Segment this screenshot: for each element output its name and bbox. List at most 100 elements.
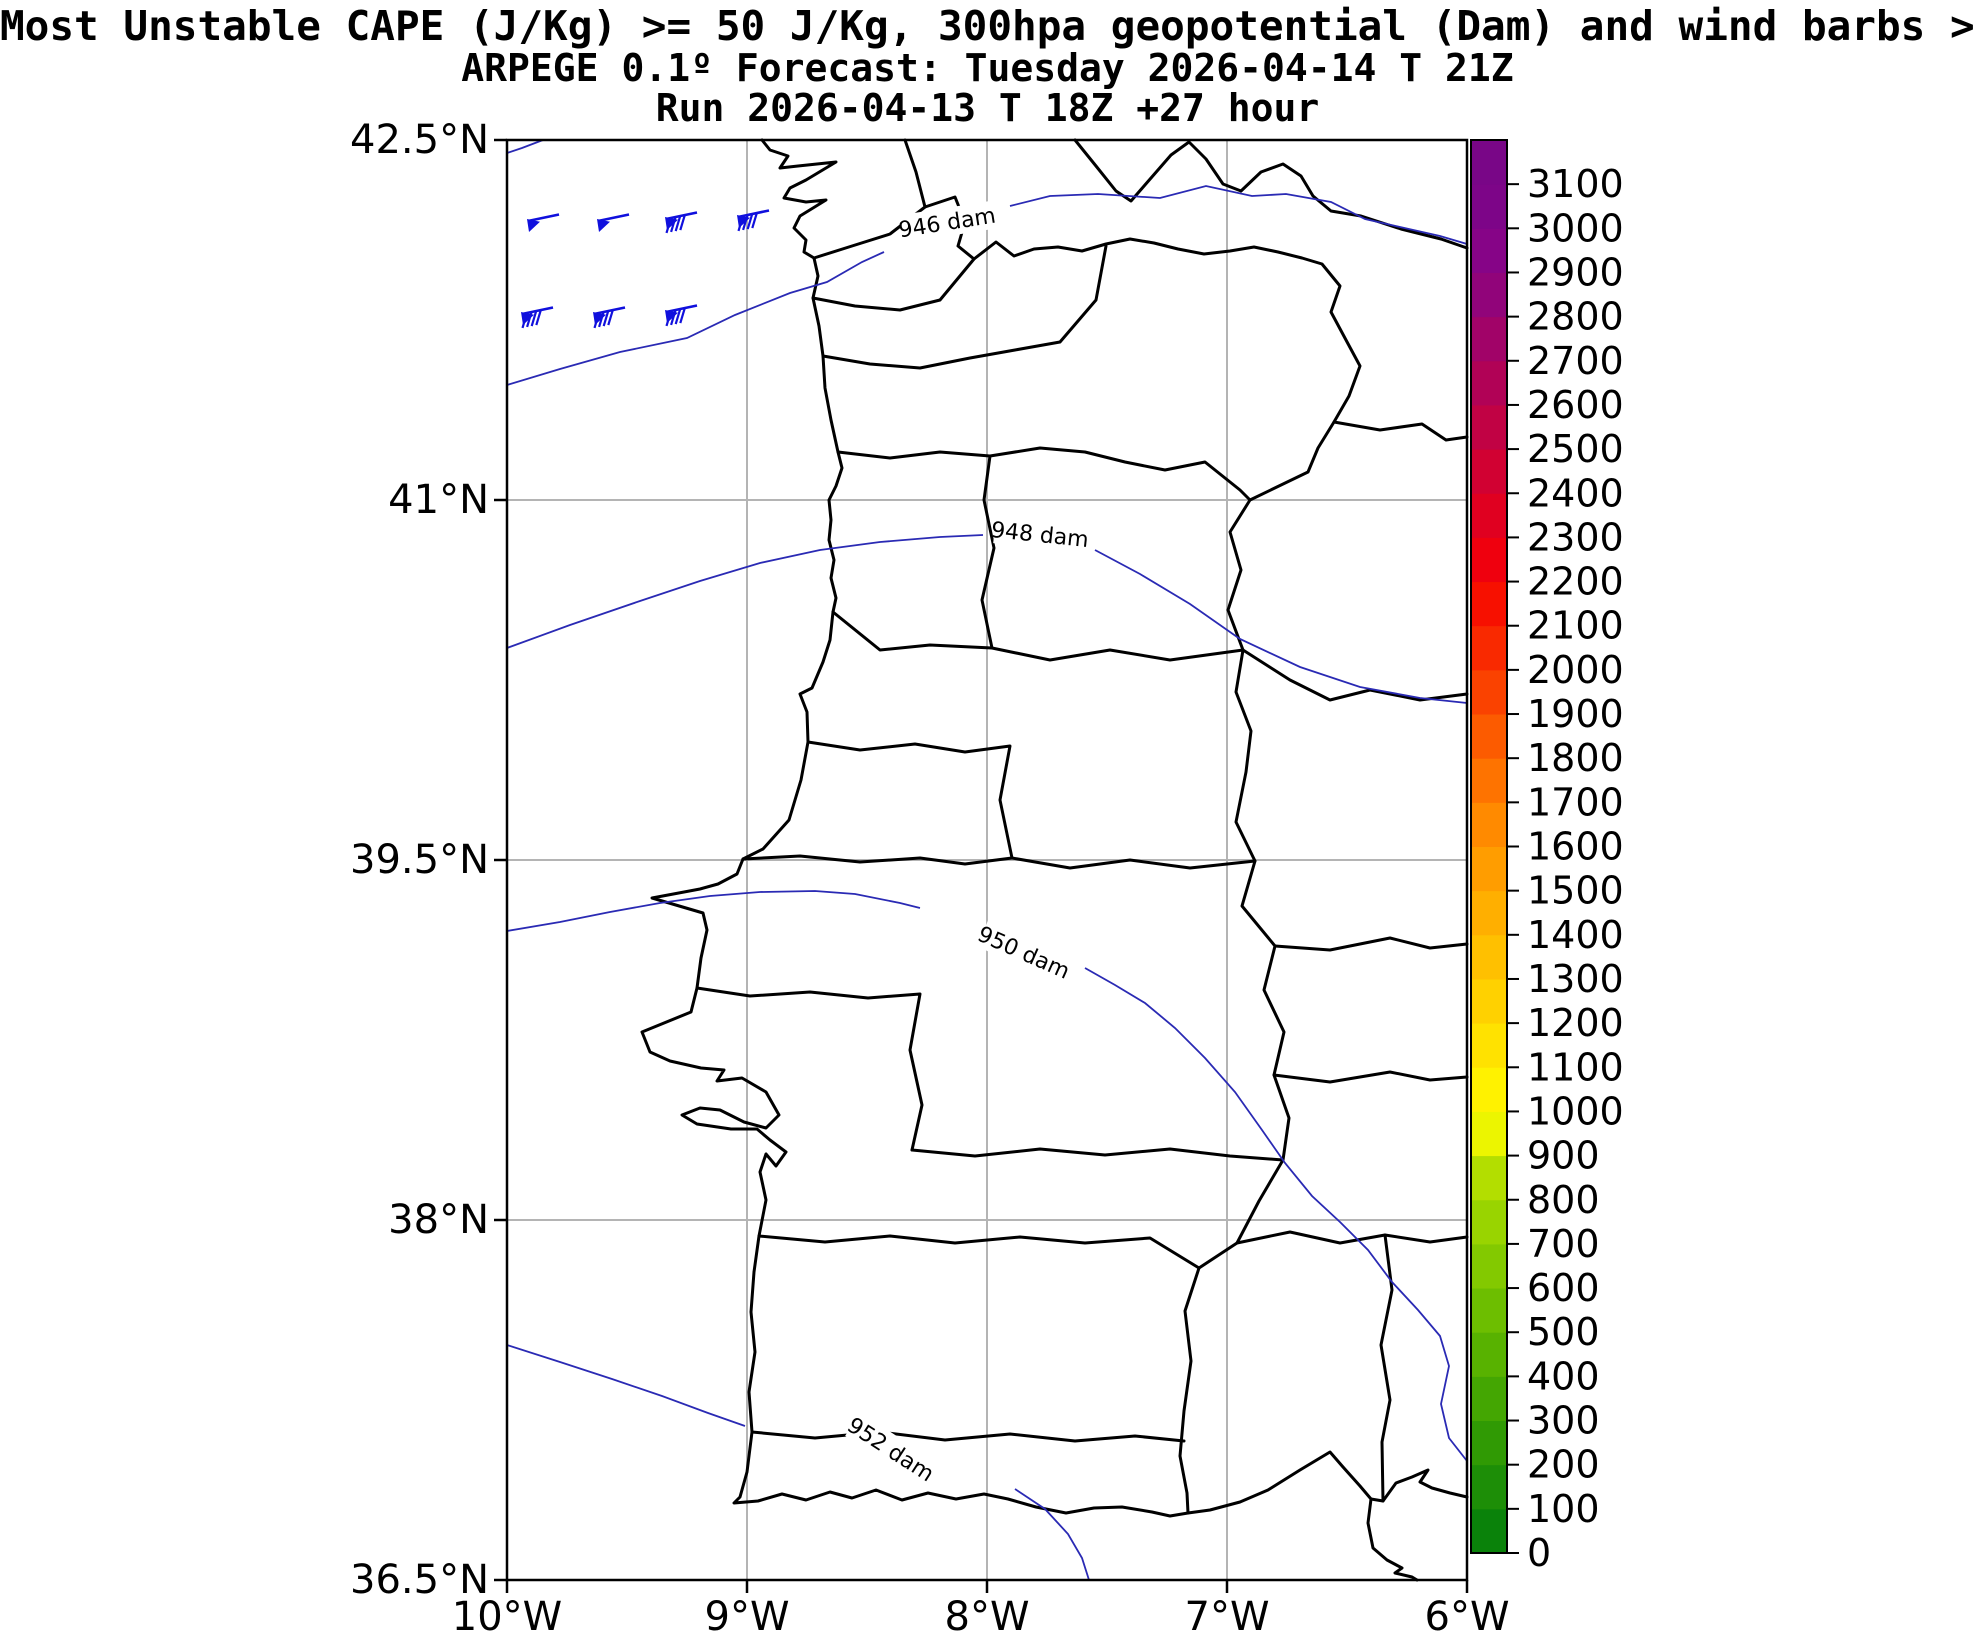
barb-staff xyxy=(597,213,630,223)
colorbar-segment xyxy=(1471,404,1507,450)
district-evora-beja xyxy=(757,1234,1201,1270)
district-castelo-branco xyxy=(1010,856,1257,870)
contour-line xyxy=(1009,185,1468,245)
barb-full-barb xyxy=(665,310,673,327)
chart-title: Most Unstable CAPE (J/Kg) >= 50 J/Kg, 30… xyxy=(0,2,1975,50)
colorbar-tick-label: 400 xyxy=(1527,1354,1600,1398)
colorbar-segment xyxy=(1471,713,1507,759)
colorbar-tick-label: 1000 xyxy=(1527,1089,1624,1133)
contour-line xyxy=(506,139,544,154)
barb-full-barb xyxy=(674,308,682,325)
barb-full-barb xyxy=(593,312,601,329)
contour-line xyxy=(506,534,984,649)
chart-subtitle-forecast: ARPEGE 0.1º Forecast: Tuesday 2026-04-14… xyxy=(461,46,1514,90)
colorbar-tick-label: 800 xyxy=(1527,1178,1600,1222)
colorbar-tick-label: 2600 xyxy=(1527,383,1624,427)
barb-staff xyxy=(737,209,770,219)
barb-staff xyxy=(521,306,554,316)
colorbar-segment xyxy=(1471,1243,1507,1289)
district-beja-algarve xyxy=(750,1430,1186,1443)
colorbar-segment xyxy=(1471,139,1507,185)
contour-label-mask xyxy=(899,201,995,243)
contour-line xyxy=(1084,967,1468,1462)
y-tick-label: 42.5°N xyxy=(350,117,489,163)
x-tick-label: 10°W xyxy=(452,1594,562,1640)
colorbar-segment xyxy=(1471,1464,1507,1510)
district-aveiro-coimbra xyxy=(831,610,994,652)
barb-full-barb xyxy=(737,215,745,232)
colorbar-segment xyxy=(1471,1508,1507,1554)
contour-label-group: 952 dam xyxy=(842,1412,938,1487)
border-spain-galicia xyxy=(903,138,927,209)
contour-label-group: 948 dam xyxy=(990,515,1090,553)
barb-full-barb xyxy=(679,307,686,324)
x-tick-label: 7°W xyxy=(1185,1594,1270,1640)
colorbar-segment xyxy=(1471,934,1507,980)
wind-barb xyxy=(527,213,560,232)
colorbar-segment xyxy=(1471,360,1507,406)
barb-pennant xyxy=(527,219,540,232)
coastline-cadiz xyxy=(1366,1497,1419,1582)
wind-barb xyxy=(665,304,698,327)
colorbar-tick-label: 3000 xyxy=(1527,206,1624,250)
y-tick-label: 39.5°N xyxy=(350,837,489,883)
colorbar: 0100200300400500600700800900100011001200… xyxy=(1470,139,1624,1575)
colorbar-tick-label: 0 xyxy=(1527,1531,1551,1575)
y-tick-label: 36.5°N xyxy=(350,1557,489,1603)
colorbar-tick-label: 2500 xyxy=(1527,427,1624,471)
colorbar-segment xyxy=(1471,1022,1507,1068)
barb-full-barb xyxy=(602,310,610,327)
wind-barb xyxy=(665,211,698,234)
colorbar-segment xyxy=(1471,669,1507,715)
colorbar-tick-label: 1700 xyxy=(1527,780,1624,824)
colorbar-tick-label: 200 xyxy=(1527,1443,1600,1487)
colorbar-segment xyxy=(1471,625,1507,671)
colorbar-segment xyxy=(1471,183,1507,229)
colorbar-tick-label: 1400 xyxy=(1527,913,1624,957)
colorbar-tick-label: 2000 xyxy=(1527,648,1624,692)
colorbar-tick-label: 1600 xyxy=(1527,825,1624,869)
barb-full-barb xyxy=(598,311,605,328)
contour-line xyxy=(1014,1488,1090,1581)
contour-label: 948 dam xyxy=(990,518,1090,553)
colorbar-tick-label: 2900 xyxy=(1527,250,1624,294)
colorbar-segment xyxy=(1471,757,1507,803)
chart-subtitle-run: Run 2026-04-13 T 18Z +27 hour xyxy=(655,86,1320,130)
barb-full-barb xyxy=(670,216,677,233)
border-portugal-spain xyxy=(812,195,1362,1515)
colorbar-tick-label: 1800 xyxy=(1527,736,1624,780)
colorbar-segment xyxy=(1471,846,1507,892)
colorbar-segment xyxy=(1471,801,1507,847)
colorbar-segment xyxy=(1471,316,1507,362)
colorbar-tick-label: 2200 xyxy=(1527,560,1624,604)
colorbar-tick-label: 1200 xyxy=(1527,1001,1624,1045)
wind-barb xyxy=(597,213,630,232)
colorbar-tick-label: 600 xyxy=(1527,1266,1600,1310)
colorbar-segment xyxy=(1471,227,1507,273)
grid-lines xyxy=(494,138,1469,1593)
barb-pennant xyxy=(597,219,610,232)
y-tick-label: 38°N xyxy=(388,1197,489,1243)
y-tick-label: 41°N xyxy=(388,477,489,523)
wind-barbs xyxy=(521,209,770,329)
colorbar-tick-label: 500 xyxy=(1527,1310,1600,1354)
contour-label-mask xyxy=(845,1412,937,1486)
colorbar-segment xyxy=(1471,890,1507,936)
barb-staff xyxy=(527,213,560,223)
contour-label-group: 946 dam xyxy=(897,201,998,243)
district-porto-aveiro xyxy=(836,446,1252,502)
contour-label-mask xyxy=(976,920,1072,984)
barb-full-barb xyxy=(521,312,529,329)
colorbar-segment xyxy=(1471,492,1507,538)
colorbar-segment xyxy=(1471,1331,1507,1377)
barb-staff xyxy=(593,306,626,316)
plot-frame xyxy=(505,138,1469,1582)
colorbar-tick-label: 2700 xyxy=(1527,339,1624,383)
colorbar-segment xyxy=(1471,536,1507,583)
chart-titles: Most Unstable CAPE (J/Kg) >= 50 J/Kg, 30… xyxy=(0,4,1975,128)
colorbar-segment xyxy=(1471,448,1507,494)
axis-labels: 10°W 9°W 8°W 7°W 6°W 42.5°N 41°N 39.5°N 38°N 36.5… xyxy=(350,117,1509,1640)
border-spain-3 xyxy=(1273,936,1469,952)
district-coimbra-leiria xyxy=(806,740,1014,860)
